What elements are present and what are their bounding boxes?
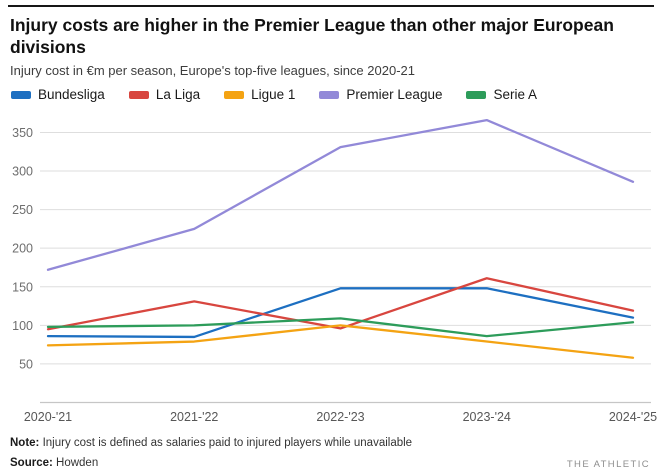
legend-swatch-bundesliga <box>11 90 31 99</box>
y-tick-label: 100 <box>12 319 33 333</box>
series-line-bundesliga <box>46 287 635 339</box>
x-tick-label: 2024-'25 <box>609 410 657 424</box>
legend-swatch-premier-league <box>319 90 340 99</box>
source-label: Source: <box>10 457 53 469</box>
y-tick-label: 200 <box>12 242 33 256</box>
chart-subtitle: Injury cost in €m per season, Europe's t… <box>10 63 415 78</box>
legend-label: Serie A <box>493 87 537 102</box>
series-line-ligue-1 <box>46 324 635 359</box>
footnote: Note: Injury cost is defined as salaries… <box>10 437 412 449</box>
legend-item-la-liga: La Liga <box>128 87 201 102</box>
y-tick-label: 300 <box>12 165 33 179</box>
x-tick-label: 2023-'24 <box>463 410 511 424</box>
legend-label: Premier League <box>346 87 443 102</box>
legend-item-ligue-1: Ligue 1 <box>224 87 295 102</box>
legend: Bundesliga La Liga Ligue 1 Premier League Se… <box>11 87 537 102</box>
legend-swatch-la-liga <box>128 90 149 99</box>
top-rule <box>8 5 654 7</box>
x-tick-label: 2021-'22 <box>170 410 218 424</box>
legend-swatch-serie-a <box>466 90 487 99</box>
chart-title-line1: Injury costs are higher in the Premier L… <box>10 15 614 35</box>
y-tick-label: 350 <box>12 126 33 140</box>
chart-title-line2: divisions <box>10 37 86 57</box>
footnote-label: Note: <box>10 437 40 449</box>
source: Source: Howden <box>10 457 98 469</box>
series-line-la-liga <box>46 277 635 331</box>
chart-title: Injury costs are higher in the Premier L… <box>10 14 642 58</box>
footnote-text: Injury cost is defined as salaries paid … <box>39 437 413 449</box>
series-line-serie-a <box>46 317 635 338</box>
legend-label: La Liga <box>155 87 201 102</box>
source-text: Howden <box>52 457 99 469</box>
legend-item-serie-a: Serie A <box>466 87 537 102</box>
y-tick-label: 50 <box>19 357 33 371</box>
x-tick-label: 2020-'21 <box>24 410 72 424</box>
brand-logo: THE ATHLETIC <box>566 459 650 470</box>
legend-label: Ligue 1 <box>251 87 296 102</box>
series-line-premier-league <box>46 118 635 271</box>
y-tick-label: 250 <box>12 203 33 217</box>
legend-label: Bundesliga <box>38 87 105 102</box>
legend-swatch-ligue-1 <box>224 90 245 99</box>
x-tick-label: 2022-'23 <box>316 410 364 424</box>
legend-item-bundesliga: Bundesliga <box>11 87 105 102</box>
y-tick-label: 150 <box>12 280 33 294</box>
legend-item-premier-league: Premier League <box>319 87 442 102</box>
